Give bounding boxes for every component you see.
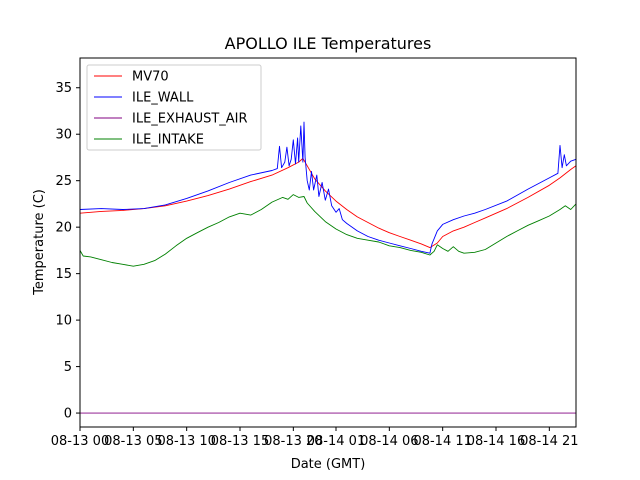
x-tick-label: 08-13 05 [104,434,162,449]
legend: MV70 ILE_WALL ILE_EXHAUST_AIR ILE_INTAKE [86,64,262,151]
plot-area [79,121,577,414]
legend-label: MV70 [132,70,169,85]
legend-box [86,64,262,151]
legend-label: ILE_WALL [132,91,194,106]
x-tick-label: 08-13 15 [211,434,269,449]
x-tick-label: 08-14 01 [307,434,365,449]
y-tick-label: 25 [55,174,72,189]
x-tick-label: 08-14 16 [467,434,525,449]
y-tick-label: 15 [55,267,72,282]
legend-label: ILE_EXHAUST_AIR [132,112,248,127]
y-tick-label: 0 [64,407,72,422]
x-tick-label: 08-14 06 [360,434,418,449]
series-line-ile-wall [79,121,577,254]
series-line-mv70 [79,157,577,249]
x-tick-label: 08-13 20 [264,434,322,449]
series-line-ile-intake [79,194,577,267]
chart-title: APOLLO ILE Temperatures [225,34,432,53]
y-tick-label: 30 [55,128,72,143]
x-axis-label: Date (GMT) [291,457,366,472]
legend-label: ILE_INTAKE [132,133,204,148]
x-tick-label: 08-14 11 [413,434,471,449]
x-tick-label: 08-13 10 [157,434,215,449]
y-axis-label: Temperature (C) [32,189,47,296]
y-tick-label: 5 [64,360,72,375]
x-tick-label: 08-14 21 [520,434,578,449]
y-tick-label: 10 [55,314,72,329]
x-tick-label: 08-13 00 [51,434,109,449]
y-tick-label: 35 [55,81,72,96]
y-tick-label: 20 [55,221,72,236]
plot-frame [79,57,577,428]
